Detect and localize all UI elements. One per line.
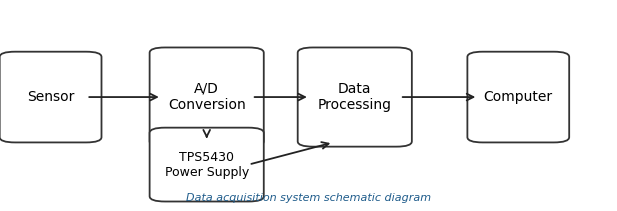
Text: Computer: Computer [484, 90, 553, 104]
FancyBboxPatch shape [468, 52, 569, 142]
FancyBboxPatch shape [149, 128, 263, 202]
FancyBboxPatch shape [149, 47, 263, 147]
Text: Data acquisition system schematic diagram: Data acquisition system schematic diagra… [186, 193, 431, 203]
Text: A/D
Conversion: A/D Conversion [168, 82, 246, 112]
FancyBboxPatch shape [0, 52, 101, 142]
FancyBboxPatch shape [297, 47, 412, 147]
Text: TPS5430
Power Supply: TPS5430 Power Supply [165, 151, 249, 179]
Text: Sensor: Sensor [27, 90, 74, 104]
Text: Data
Processing: Data Processing [318, 82, 392, 112]
